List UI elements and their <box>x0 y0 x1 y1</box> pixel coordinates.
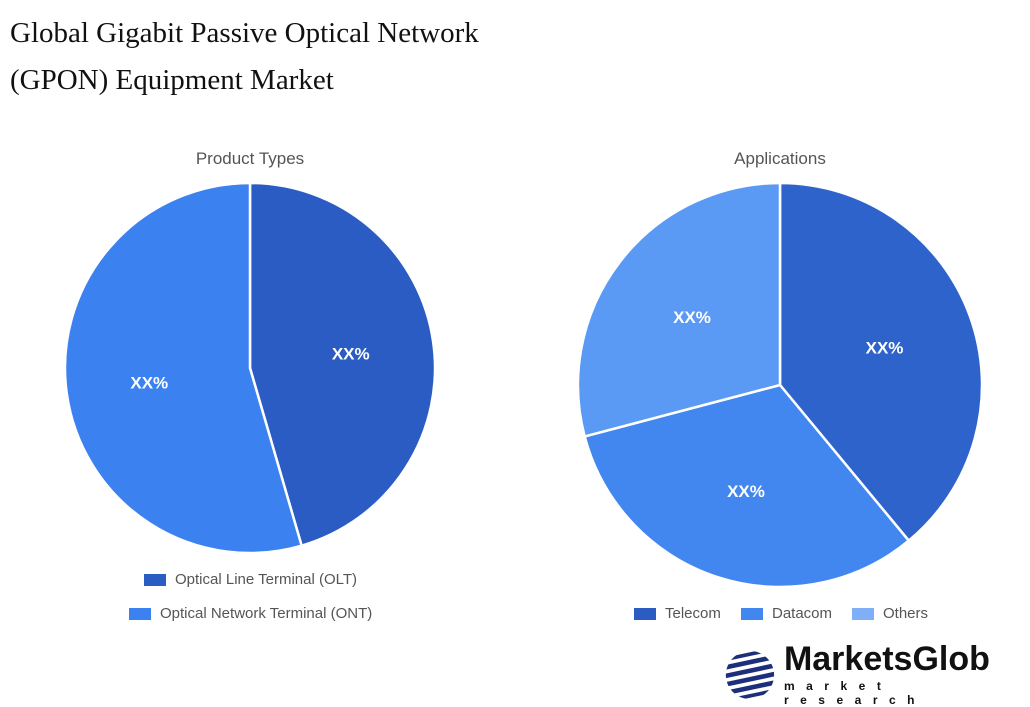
data-label: XX% <box>673 308 711 327</box>
legend-label: Optical Network Terminal (ONT) <box>160 605 373 622</box>
pie-slice-optical-network-terminal-ont <box>63 181 304 555</box>
legend-label: Others <box>883 605 929 622</box>
page-title: Global Gigabit Passive Optical Network (… <box>10 17 479 96</box>
globe-icon <box>725 650 775 699</box>
data-label: XX% <box>866 338 904 357</box>
data-label: XX% <box>727 482 765 501</box>
logo: MarketsGlob market research <box>724 642 1030 707</box>
legend-label: Optical Line Terminal (OLT) <box>175 571 358 588</box>
pie-slice-datacom <box>583 383 911 589</box>
legend-label: Datacom <box>772 605 833 622</box>
legend-item[interactable]: Others <box>852 605 928 622</box>
pie-slice-others <box>576 181 782 438</box>
legend-item[interactable]: Optical Network Terminal (ONT) <box>129 605 372 622</box>
legend-label: Telecom <box>665 605 721 622</box>
legend-swatch <box>634 607 656 620</box>
legend-item[interactable]: Optical Line Terminal (OLT) <box>144 571 357 588</box>
legend-swatch <box>852 607 874 620</box>
logo-name: MarketsGlob <box>783 640 990 678</box>
legend-item[interactable]: Telecom <box>634 605 721 622</box>
legend-swatch <box>129 607 151 620</box>
legend-swatch <box>144 573 166 586</box>
chart-title-applications: Applications <box>734 149 826 168</box>
legend-swatch <box>741 607 763 620</box>
data-label: XX% <box>332 345 370 364</box>
pie-slice-optical-line-terminal-olt <box>248 181 437 548</box>
data-label: XX% <box>130 373 168 392</box>
legend-item[interactable]: Datacom <box>741 605 832 622</box>
logo-tagline: market research <box>783 679 926 707</box>
chart-title-product-types: Product Types <box>195 149 305 168</box>
pie-slice-telecom <box>778 181 984 543</box>
